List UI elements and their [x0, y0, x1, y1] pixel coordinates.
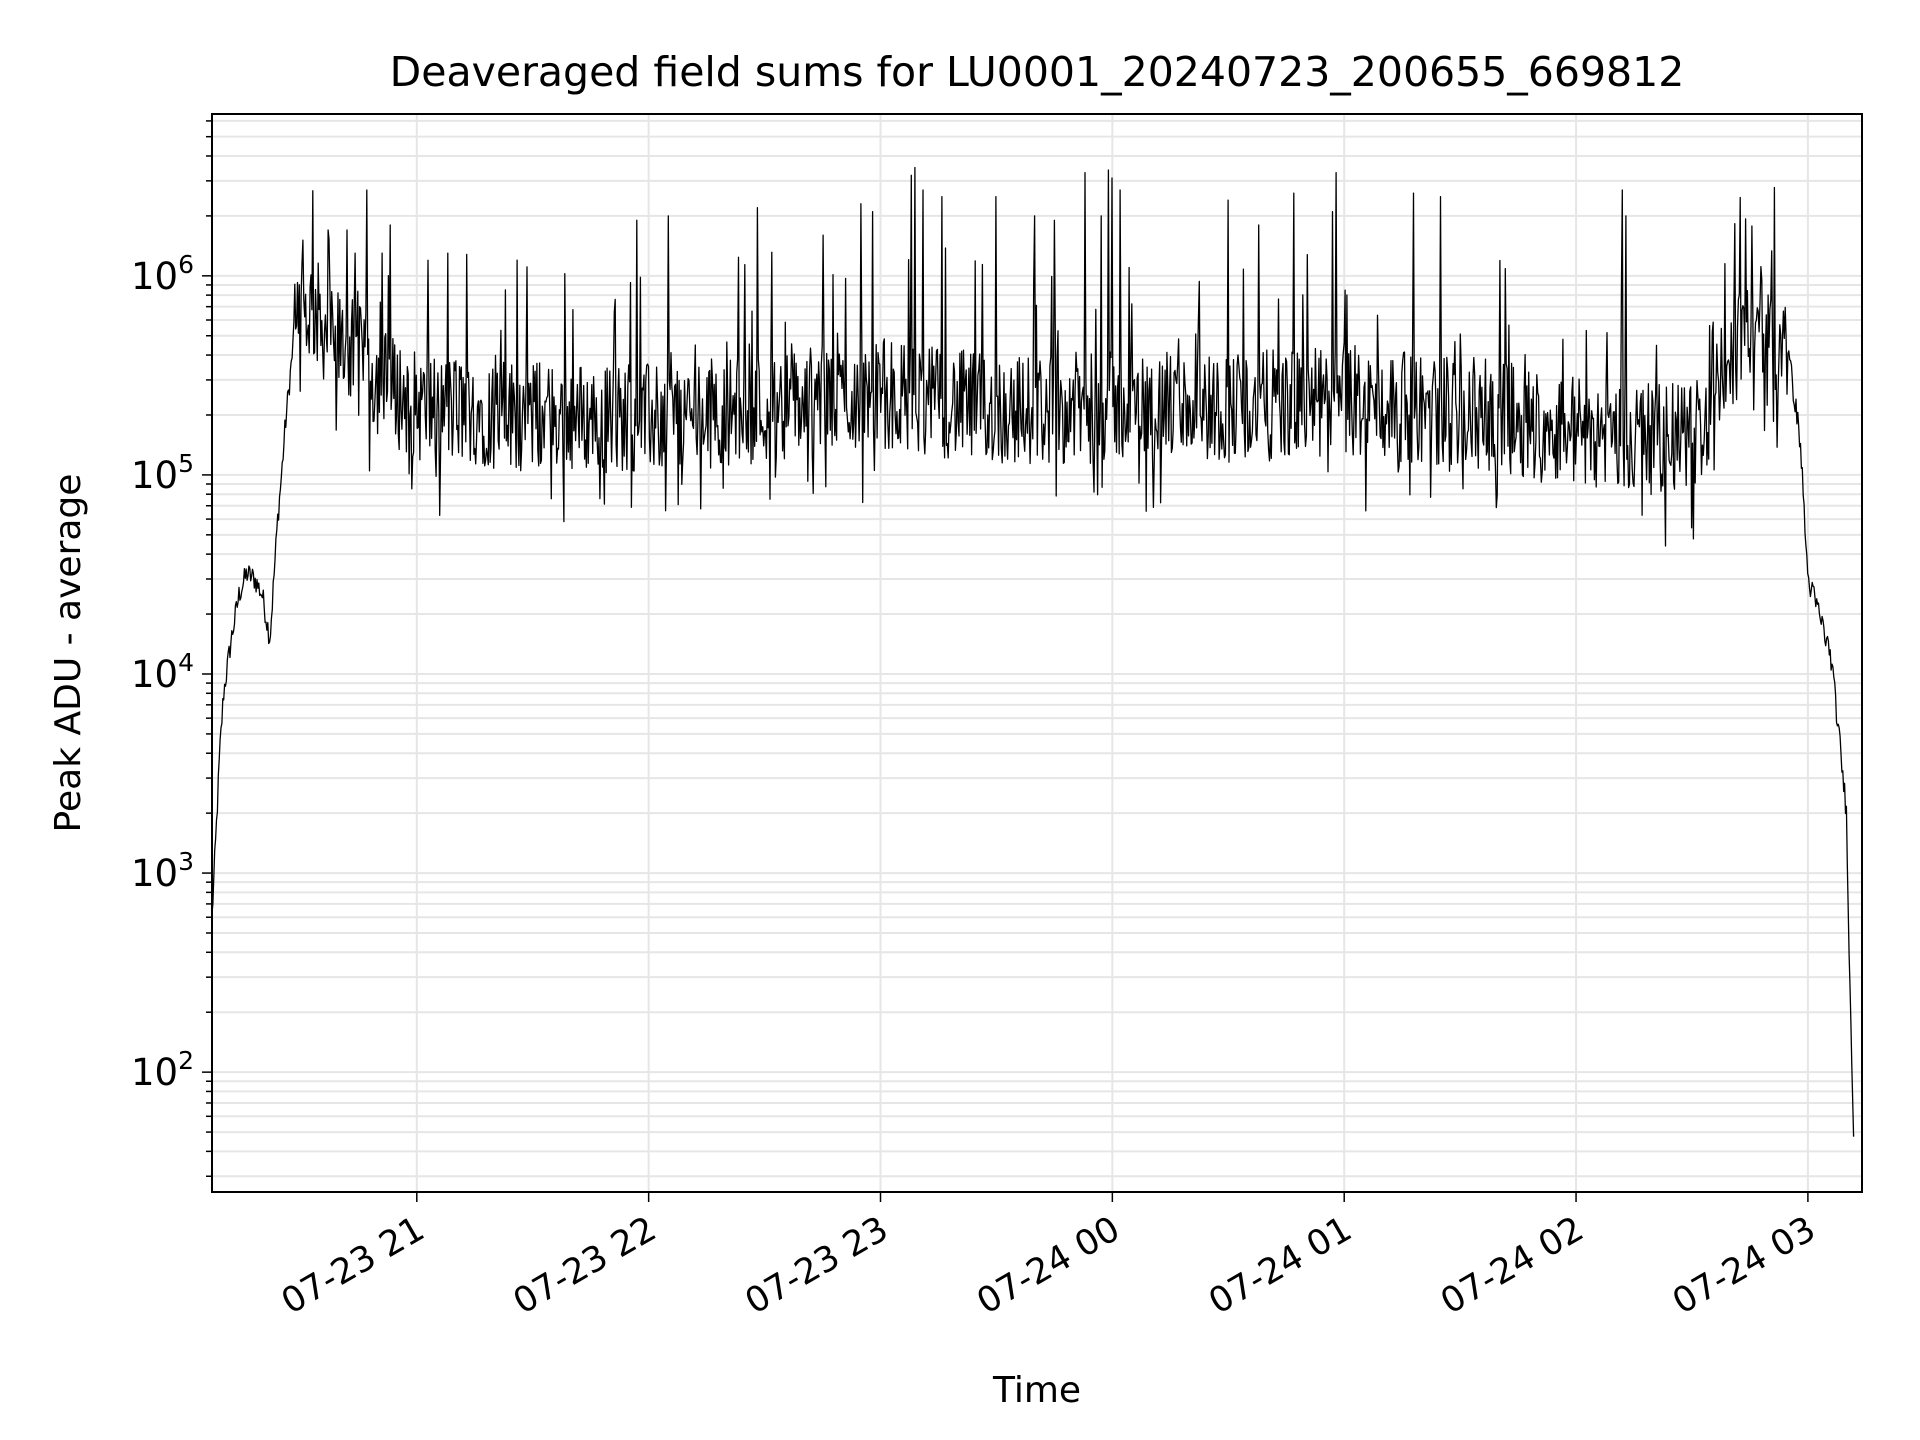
y-tick-label: 104	[131, 648, 194, 696]
y-tick-label: 105	[131, 449, 194, 497]
x-axis-label: Time	[992, 1370, 1081, 1411]
y-axis-label: Peak ADU - average	[48, 474, 89, 833]
series-line	[211, 166, 1855, 1137]
plot-frame	[211, 113, 1863, 1193]
chart-title: Deaveraged field sums for LU0001_2024072…	[390, 48, 1685, 96]
y-tick-label: 106	[131, 250, 194, 298]
y-tick-label: 103	[131, 847, 194, 895]
y-tick-label: 102	[131, 1046, 194, 1094]
y-axis-ticks: 102 103 104 105 106	[131, 120, 212, 1177]
data-series	[211, 166, 1855, 1137]
